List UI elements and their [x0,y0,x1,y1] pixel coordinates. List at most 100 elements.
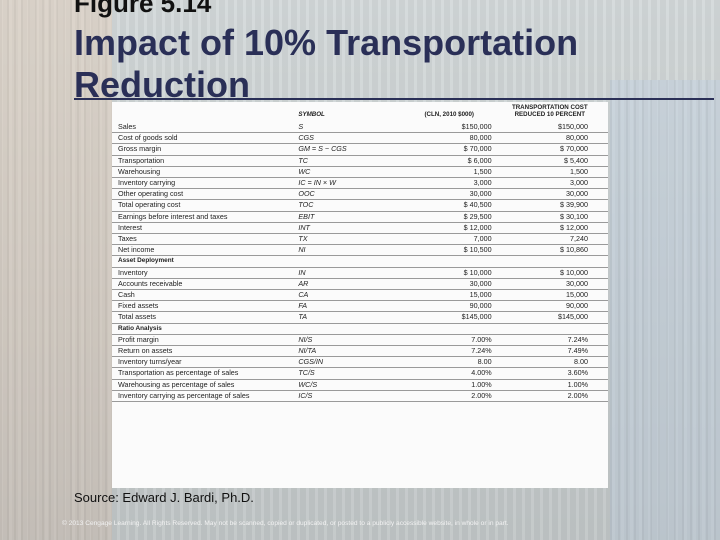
row-symbol: FA [292,300,405,313]
row-value-baseline: $150,000 [404,122,510,134]
row-value-baseline: 80,000 [404,132,510,145]
row-label: Inventory carrying as percentage of sale… [112,390,293,403]
row-label: Other operating cost [112,188,293,201]
row-label: Fixed assets [112,300,293,313]
row-label: Inventory carrying [112,177,293,190]
row-value-reduced [509,323,608,335]
row-symbol: IC/S [292,390,405,403]
header-label [112,102,292,122]
row-value-baseline: 1.00% [404,379,510,391]
row-value-baseline: $145,000 [404,311,510,324]
row-label: Interest [112,222,293,235]
row-value-baseline: $ 10,000 [404,267,510,279]
row-value-reduced: $ 39,900 [509,199,608,212]
figure-label: Figure 5.14 [74,0,212,18]
row-symbol: INT [292,222,405,235]
row-label: Inventory [112,267,293,279]
row-label: Earnings before interest and taxes [112,211,293,223]
row-value-reduced: $ 12,000 [509,222,608,235]
row-value-reduced: 8.00 [509,356,608,369]
table-row: Inventory turns/year CGS/IN 8.00 8.00 [112,356,608,369]
row-value-reduced: 1.00% [509,379,608,391]
header-reduced: TRANSPORTATION COST REDUCED 10 PERCENT [511,104,588,118]
table-row: Earnings before interest and taxes EBIT $ … [112,211,608,223]
row-label: Inventory turns/year [112,356,293,369]
table-row: Net income NI $ 10,500 $ 10,860 [112,244,608,257]
table-row: Profit margin NI/S 7.00% 7.24% [112,334,608,347]
row-value-reduced: 30,000 [509,278,608,291]
table-row: Taxes TX 7,000 7,240 [112,233,608,246]
row-value-baseline: 30,000 [404,278,510,291]
row-label: Net income [112,244,293,257]
table-row: Return on assets NI/TA 7.24% 7.49% [112,345,608,358]
row-symbol: IC = IN × W [292,177,405,190]
row-label: Return on assets [112,345,293,358]
table-row: Fixed assets FA 90,000 90,000 [112,300,608,313]
row-value-reduced: 3,000 [509,177,608,190]
row-label: Cash [112,289,293,302]
row-symbol: EBIT [292,211,405,223]
row-symbol: IN [292,267,405,279]
table-row: Inventory IN $ 10,000 $ 10,000 [112,267,608,279]
table-row: Other operating cost OOC 30,000 30,000 [112,188,608,201]
row-label: Total operating cost [112,199,293,212]
row-value-baseline [404,323,510,335]
row-value-baseline: $ 29,500 [404,211,510,223]
row-symbol: NI/TA [292,345,405,358]
table-row: Warehousing WC 1,500 1,500 [112,166,608,179]
row-value-baseline: 4.00% [404,367,510,380]
row-symbol: WC/S [292,379,405,391]
table-row: Warehousing as percentage of sales WC/S 1.… [112,379,608,391]
row-label: Gross margin [112,143,293,156]
row-value-reduced: $ 70,000 [509,143,608,156]
row-label: Ratio Analysis [112,323,293,335]
row-symbol: TC/S [292,367,405,380]
row-value-reduced: 15,000 [509,289,608,302]
table-row: Accounts receivable AR 30,000 30,000 [112,278,608,291]
row-label: Profit margin [112,334,293,347]
row-value-baseline: 1,500 [404,166,510,179]
row-value-baseline: 30,000 [404,188,510,201]
row-symbol: TC [292,155,405,167]
copyright-notice: © 2013 Cengage Learning. All Rights Rese… [62,520,509,527]
row-value-reduced: $145,000 [509,311,608,324]
row-label: Warehousing [112,166,293,179]
row-value-reduced: 80,000 [509,132,608,145]
row-symbol: TOC [292,199,405,212]
row-value-baseline: $ 10,500 [404,244,510,257]
table-section-row: Ratio Analysis [112,323,608,335]
row-value-baseline: 90,000 [404,300,510,313]
row-symbol: OOC [292,188,405,201]
row-value-reduced: 7,240 [509,233,608,246]
row-label: Cost of goods sold [112,132,293,145]
row-value-baseline: 2.00% [404,390,510,403]
source-citation: Source: Edward J. Bardi, Ph.D. [74,490,254,505]
row-label: Accounts receivable [112,278,293,291]
table-row: Transportation as percentage of sales TC/… [112,367,608,380]
table-row: Gross margin GM = S − CGS $ 70,000 $ 70,000 [112,143,608,156]
row-symbol: GM = S − CGS [292,143,405,156]
row-label: Transportation as percentage of sales [112,367,293,380]
row-value-reduced: 7.24% [509,334,608,347]
row-value-reduced: 3.60% [509,367,608,380]
table-row: Total operating cost TOC $ 40,500 $ 39,900 [112,199,608,212]
row-symbol: WC [292,166,405,179]
title-underline [74,98,714,100]
row-symbol [292,323,405,335]
row-value-baseline: 7.24% [404,345,510,358]
row-symbol: AR [292,278,405,291]
row-value-baseline: 15,000 [404,289,510,302]
table-row: Inventory carrying as percentage of sale… [112,390,608,403]
row-value-baseline: 8.00 [404,356,510,369]
row-label: Taxes [112,233,293,246]
row-value-reduced: $150,000 [509,122,608,134]
row-value-baseline: $ 6,000 [404,155,510,167]
table-row: Sales S $150,000 $150,000 [112,122,608,134]
row-value-reduced: $ 30,100 [509,211,608,223]
table-row: Inventory carrying IC = IN × W 3,000 3,000 [112,177,608,190]
row-symbol: TA [292,311,405,324]
table-section-row: Asset Deployment [112,255,608,268]
table-body: Sales S $150,000 $150,000 Cost of goods sold… [112,122,608,403]
row-symbol: NI [292,244,405,257]
row-symbol: S [292,122,405,134]
